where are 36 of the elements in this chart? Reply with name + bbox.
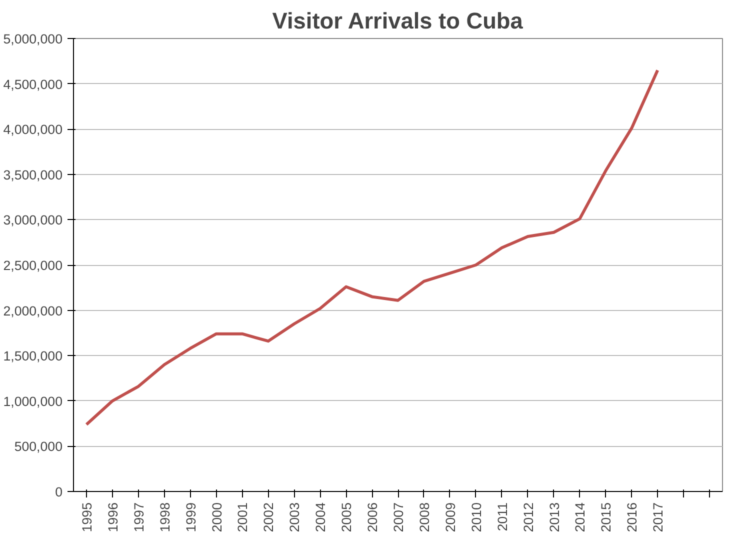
y-tick-label: 4,000,000 xyxy=(3,122,63,138)
line-series xyxy=(84,68,660,426)
x-tick-label: 2014 xyxy=(572,502,588,532)
y-tick-label: 1,000,000 xyxy=(3,394,63,409)
x-tick-label: 1998 xyxy=(157,502,172,532)
x-tick-label: 2012 xyxy=(520,502,536,532)
x-tick-label: 2010 xyxy=(468,502,484,532)
x-tick-label: 1995 xyxy=(79,502,94,532)
x-tick-label: 2001 xyxy=(235,502,250,532)
x-tick-label: 2003 xyxy=(287,502,302,532)
x-tick-label: 2002 xyxy=(261,502,276,532)
x-tick-label: 2015 xyxy=(598,502,614,532)
x-tick-label: 2007 xyxy=(391,502,406,532)
y-tick-label: 2,000,000 xyxy=(3,303,63,318)
y-tick-label: 500,000 xyxy=(14,439,63,454)
x-tick-label: 2008 xyxy=(416,502,432,532)
y-tick-label: 1,500,000 xyxy=(3,348,63,364)
y-tick-label: 5,000,000 xyxy=(3,32,63,46)
y-tick-label: 0 xyxy=(55,484,63,500)
x-tick-label: 1997 xyxy=(131,502,146,532)
x-tick-label: 2005 xyxy=(339,502,354,532)
y-tick-label: 3,000,000 xyxy=(3,212,63,228)
x-tick-label: 2011 xyxy=(494,502,510,532)
y-tick-label: 2,500,000 xyxy=(3,258,63,273)
x-tick-label: 1996 xyxy=(105,502,120,532)
chart-title: Visitor Arrivals to Cuba xyxy=(272,8,524,34)
x-tick-label: 2017 xyxy=(650,502,666,532)
x-tick-label: 2009 xyxy=(442,502,458,532)
x-tick-label: 2006 xyxy=(365,502,380,532)
x-tick-label: 1999 xyxy=(183,502,198,532)
x-tick-label: 2016 xyxy=(624,502,640,532)
x-tick-label: 2013 xyxy=(546,502,562,532)
y-tick-label: 3,500,000 xyxy=(3,167,63,182)
x-tick-label: 2000 xyxy=(209,502,224,532)
y-tick-label: 4,500,000 xyxy=(3,76,63,92)
x-tick-label: 2004 xyxy=(313,502,328,532)
